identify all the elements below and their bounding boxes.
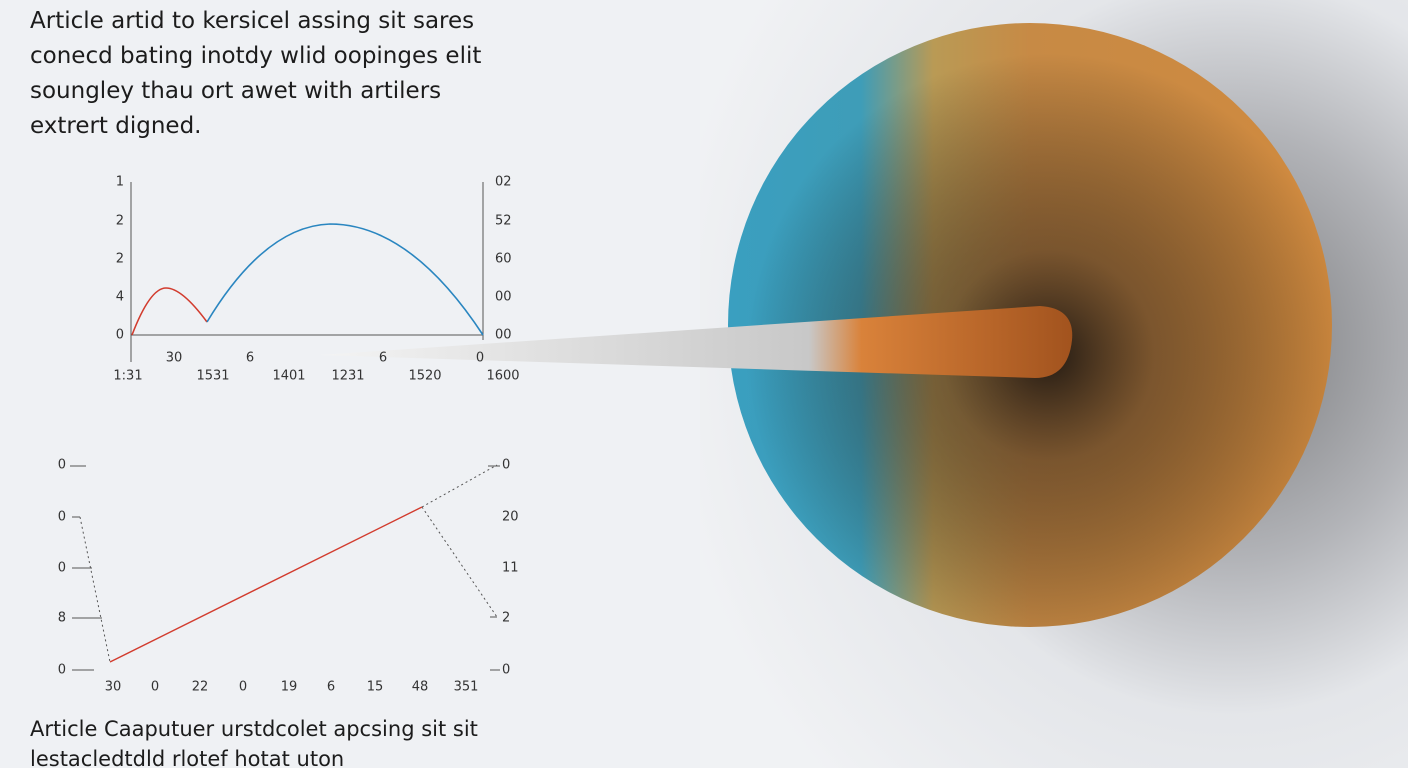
x-tick-label: 0 [239,680,247,695]
y2-tick-label: 11 [502,561,519,576]
header-line: conecd bating inotdy wlid oopinges elit [30,43,481,69]
x-tick-label: 30 [105,680,122,695]
x-tick-label: 22 [192,680,209,695]
x-tick-label: 1520 [408,369,441,384]
x-tick-label: 15 [367,680,384,695]
chart-bottom-axes [70,464,500,671]
y2-tick-label: 00 [495,290,512,305]
chart-top-axes [130,182,484,362]
y2-tick-label: 2 [502,611,510,626]
x-tick-label: 1:31 [113,369,142,384]
x-tick-label: 6 [379,351,387,366]
x-tick-label: 0 [476,351,484,366]
x-tick-label: 1600 [486,369,519,384]
y-tick-label: 1 [116,175,124,190]
y2-tick-label: 02 [495,175,512,190]
x-tick-label: 6 [246,351,254,366]
y2-tick-label: 20 [502,510,519,525]
y-tick-label: 8 [58,611,66,626]
x-tick-label: 351 [454,680,479,695]
y2-tick-label: 0 [502,458,510,473]
header-line: extrert digned. [30,113,202,139]
x-tick-label: 48 [412,680,429,695]
x-tick-label: 6 [327,680,335,695]
texts: Article artid to kersicel assing sit sar… [30,8,520,768]
y-tick-label: 0 [116,328,124,343]
header-line: soungley thau ort awet with artilers [30,78,441,104]
red-curve [131,287,208,336]
y-tick-label: 2 [116,214,124,229]
x-tick-label: 1531 [196,369,229,384]
x-tick-label: 0 [151,680,159,695]
caption-line: lestacledtdld rlotef hotat uton [30,747,344,768]
header-line: Article artid to kersicel assing sit sar… [30,8,474,34]
y-tick-label: 0 [58,458,66,473]
x-tick-label: 1401 [272,369,305,384]
y2-tick-label: 52 [495,214,512,229]
y-tick-label: 4 [116,290,124,305]
y2-tick-label: 0 [502,663,510,678]
y2-tick-label: 60 [495,252,512,267]
x-tick-label: 1231 [331,369,364,384]
y-tick-label: 0 [58,510,66,525]
red-line [109,506,423,663]
x-tick-label: 19 [281,680,298,695]
blue-curve [206,223,484,336]
caption-line: Article Caaputuer urstdcolet apcsing sit… [30,717,478,741]
y-tick-label: 0 [58,663,66,678]
x-tick-label: 30 [166,351,183,366]
needle [320,306,1073,378]
y-tick-label: 2 [116,252,124,267]
y2-tick-label: 00 [495,328,512,343]
y-tick-label: 0 [58,561,66,576]
